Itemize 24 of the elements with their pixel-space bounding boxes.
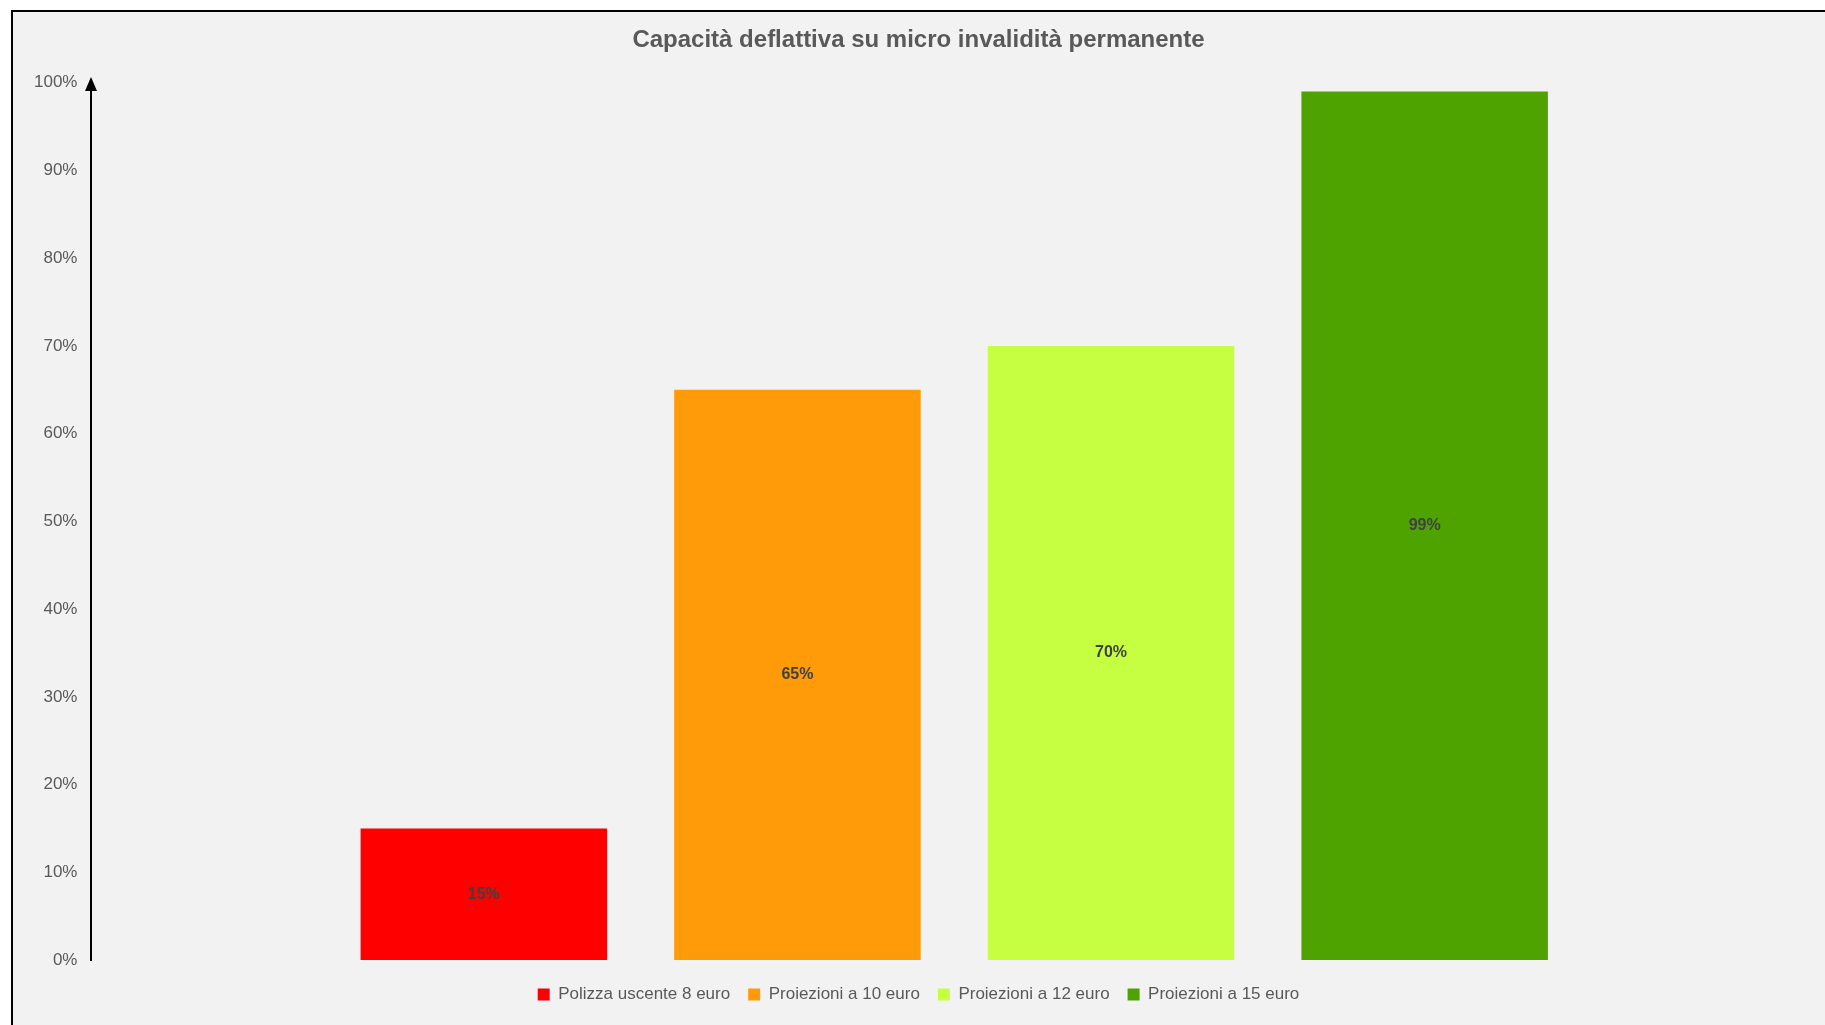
y-tick-label: 60% bbox=[43, 423, 78, 443]
y-tick-label: 80% bbox=[43, 247, 78, 267]
y-tick-label: 20% bbox=[43, 774, 78, 794]
y-tick-label: 50% bbox=[43, 511, 78, 531]
chart-title: Capacità deflattiva su micro invalidità permanente bbox=[632, 25, 1205, 53]
bar bbox=[360, 828, 608, 960]
bar bbox=[1301, 91, 1548, 960]
y-tick-label: 40% bbox=[43, 598, 78, 618]
data-label: 70% bbox=[1095, 643, 1128, 661]
y-tick-label: 30% bbox=[43, 686, 78, 706]
legend-label: Polizza uscente 8 euro bbox=[558, 984, 731, 1004]
legend-label: Proiezioni a 15 euro bbox=[1148, 984, 1300, 1004]
legend-label: Proiezioni a 10 euro bbox=[768, 984, 920, 1004]
bar bbox=[674, 389, 921, 960]
legend-label: Proiezioni a 12 euro bbox=[958, 984, 1110, 1004]
y-tick-label: 90% bbox=[43, 160, 78, 180]
data-label: 99% bbox=[1408, 516, 1441, 534]
y-tick-label: 70% bbox=[43, 335, 78, 355]
data-label: 15% bbox=[467, 884, 500, 902]
bar bbox=[987, 345, 1235, 960]
y-tick-label: 10% bbox=[43, 861, 78, 881]
y-tick-label: 100% bbox=[34, 72, 78, 92]
y-tick-label: 0% bbox=[52, 949, 78, 969]
data-label: 65% bbox=[781, 665, 814, 683]
